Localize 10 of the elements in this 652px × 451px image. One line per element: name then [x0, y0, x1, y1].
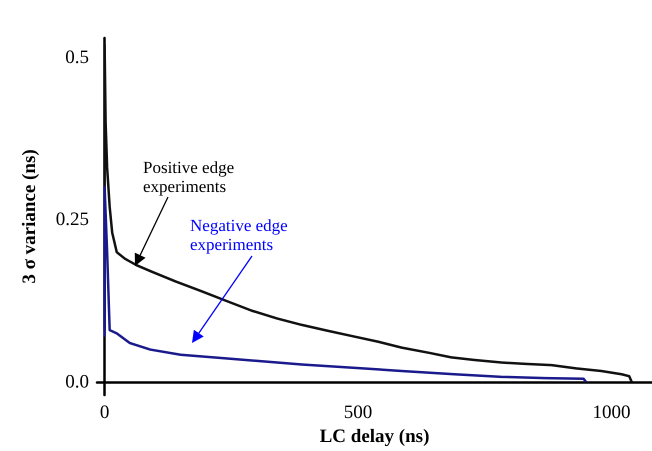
x-tick-label: 0 — [100, 402, 110, 423]
annotation: Positive edge experiments — [143, 158, 234, 196]
y-axis-title: 3 σ variance (ns) — [19, 149, 40, 284]
x-tick-label: 1000 — [592, 402, 630, 423]
y-tick-label: 0.0 — [65, 372, 89, 393]
x-tick-label: 500 — [344, 402, 372, 423]
annotation: Negative edge experiments — [190, 216, 288, 254]
y-tick-label: 0.25 — [56, 209, 89, 230]
y-tick-label: 0.5 — [65, 46, 89, 68]
x-axis-title: LC delay (ns) — [320, 426, 430, 447]
